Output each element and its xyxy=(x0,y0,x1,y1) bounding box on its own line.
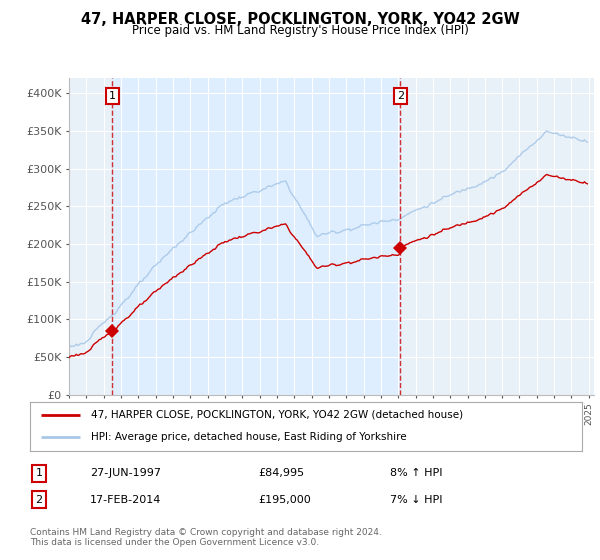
Text: 2: 2 xyxy=(397,91,404,101)
Text: 47, HARPER CLOSE, POCKLINGTON, YORK, YO42 2GW (detached house): 47, HARPER CLOSE, POCKLINGTON, YORK, YO4… xyxy=(91,410,463,420)
Text: 1: 1 xyxy=(109,91,116,101)
Text: HPI: Average price, detached house, East Riding of Yorkshire: HPI: Average price, detached house, East… xyxy=(91,432,406,442)
Text: 1: 1 xyxy=(35,468,43,478)
Text: 17-FEB-2014: 17-FEB-2014 xyxy=(90,494,161,505)
Text: 8% ↑ HPI: 8% ↑ HPI xyxy=(390,468,443,478)
Text: 2: 2 xyxy=(35,494,43,505)
Text: 7% ↓ HPI: 7% ↓ HPI xyxy=(390,494,443,505)
Bar xyxy=(112,78,400,395)
Text: £195,000: £195,000 xyxy=(258,494,311,505)
Text: Contains HM Land Registry data © Crown copyright and database right 2024.
This d: Contains HM Land Registry data © Crown c… xyxy=(30,528,382,547)
Text: £84,995: £84,995 xyxy=(258,468,304,478)
Text: Price paid vs. HM Land Registry's House Price Index (HPI): Price paid vs. HM Land Registry's House … xyxy=(131,24,469,36)
Text: 47, HARPER CLOSE, POCKLINGTON, YORK, YO42 2GW: 47, HARPER CLOSE, POCKLINGTON, YORK, YO4… xyxy=(80,12,520,27)
Text: 27-JUN-1997: 27-JUN-1997 xyxy=(90,468,161,478)
